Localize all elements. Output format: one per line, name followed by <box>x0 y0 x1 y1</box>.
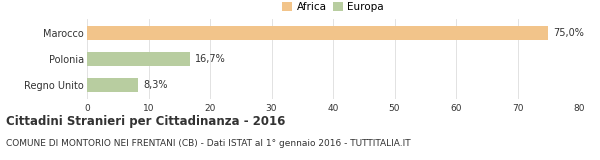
Bar <box>87 26 548 40</box>
Text: 16,7%: 16,7% <box>194 54 226 64</box>
Text: COMUNE DI MONTORIO NEI FRENTANI (CB) - Dati ISTAT al 1° gennaio 2016 - TUTTITALI: COMUNE DI MONTORIO NEI FRENTANI (CB) - D… <box>6 139 410 148</box>
Bar <box>87 52 190 66</box>
Bar <box>87 78 138 92</box>
Text: Cittadini Stranieri per Cittadinanza - 2016: Cittadini Stranieri per Cittadinanza - 2… <box>6 115 286 128</box>
Legend: Africa, Europa: Africa, Europa <box>282 2 384 12</box>
Text: 8,3%: 8,3% <box>143 80 167 90</box>
Text: 75,0%: 75,0% <box>553 28 584 38</box>
